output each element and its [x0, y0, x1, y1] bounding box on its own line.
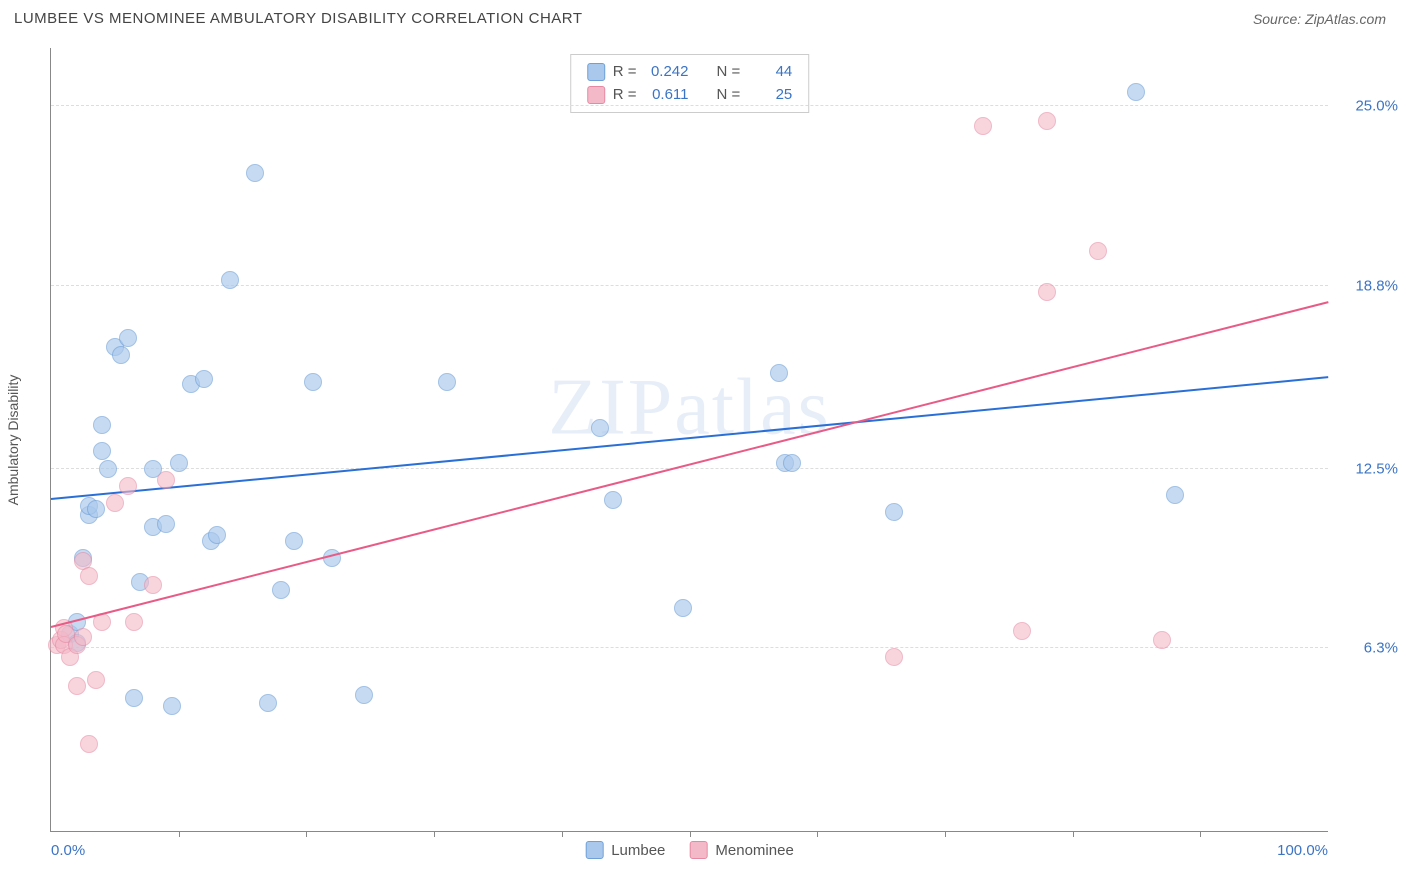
scatter-point [1038, 283, 1056, 301]
gridline [51, 105, 1328, 106]
legend-label: Menominee [715, 842, 793, 859]
stat-n-label: N = [717, 84, 741, 107]
scatter-point [885, 648, 903, 666]
y-tick-label: 18.8% [1338, 277, 1398, 294]
scatter-point [157, 471, 175, 489]
scatter-point [259, 694, 277, 712]
scatter-point [272, 581, 290, 599]
scatter-point [80, 735, 98, 753]
scatter-point [770, 364, 788, 382]
stat-n-value: 25 [748, 84, 792, 107]
y-axis-label: Ambulatory Disability [5, 374, 21, 505]
scatter-point [170, 454, 188, 472]
scatter-point [604, 491, 622, 509]
scatter-point [144, 576, 162, 594]
legend-swatch [689, 841, 707, 859]
legend-row: R = 0.611 N = 25 [587, 84, 793, 107]
gridline [51, 285, 1328, 286]
x-tick [817, 831, 818, 837]
scatter-point [87, 671, 105, 689]
stat-r-value: 0.611 [645, 84, 689, 107]
scatter-point [783, 454, 801, 472]
scatter-point [1089, 242, 1107, 260]
legend-label: Lumbee [611, 842, 665, 859]
stat-r-label: R = [613, 84, 637, 107]
scatter-point [304, 373, 322, 391]
legend-swatch [587, 86, 605, 104]
gridline [51, 468, 1328, 469]
source-attribution: Source: ZipAtlas.com [1253, 11, 1386, 27]
scatter-point [119, 477, 137, 495]
legend-swatch [587, 63, 605, 81]
correlation-chart: Ambulatory Disability ZIPatlas 0.0% 100.… [50, 48, 1328, 832]
scatter-point [87, 500, 105, 518]
scatter-point [125, 613, 143, 631]
legend-item: Menominee [689, 841, 793, 859]
scatter-point [106, 494, 124, 512]
x-tick [562, 831, 563, 837]
scatter-point [125, 689, 143, 707]
stat-n-label: N = [717, 61, 741, 84]
scatter-point [80, 567, 98, 585]
trend-line [51, 301, 1328, 628]
scatter-point [74, 628, 92, 646]
scatter-point [208, 526, 226, 544]
scatter-point [974, 117, 992, 135]
scatter-point [591, 419, 609, 437]
scatter-point [674, 599, 692, 617]
legend-swatch [585, 841, 603, 859]
series-legend: Lumbee Menominee [585, 841, 794, 859]
scatter-point [221, 271, 239, 289]
scatter-point [157, 515, 175, 533]
gridline [51, 647, 1328, 648]
scatter-point [1127, 83, 1145, 101]
scatter-point [438, 373, 456, 391]
page-title: LUMBEE VS MENOMINEE AMBULATORY DISABILIT… [14, 10, 583, 27]
trend-line [51, 377, 1328, 501]
scatter-point [93, 442, 111, 460]
scatter-point [1153, 631, 1171, 649]
x-tick [690, 831, 691, 837]
x-tick [179, 831, 180, 837]
scatter-point [68, 677, 86, 695]
x-axis-min-label: 0.0% [51, 842, 85, 859]
y-tick-label: 25.0% [1338, 98, 1398, 115]
scatter-point [112, 346, 130, 364]
x-tick [1073, 831, 1074, 837]
legend-row: R = 0.242 N = 44 [587, 61, 793, 84]
scatter-point [163, 697, 181, 715]
x-tick [945, 831, 946, 837]
scatter-point [285, 532, 303, 550]
legend-item: Lumbee [585, 841, 665, 859]
scatter-point [1166, 486, 1184, 504]
stat-r-label: R = [613, 61, 637, 84]
scatter-point [93, 416, 111, 434]
stat-r-value: 0.242 [645, 61, 689, 84]
y-tick-label: 6.3% [1338, 640, 1398, 657]
y-tick-label: 12.5% [1338, 460, 1398, 477]
scatter-point [99, 460, 117, 478]
scatter-point [885, 503, 903, 521]
x-tick [1200, 831, 1201, 837]
scatter-point [195, 370, 213, 388]
scatter-point [1013, 622, 1031, 640]
x-tick [306, 831, 307, 837]
scatter-point [119, 329, 137, 347]
x-tick [434, 831, 435, 837]
x-axis-max-label: 100.0% [1277, 842, 1328, 859]
stat-n-value: 44 [748, 61, 792, 84]
scatter-point [246, 164, 264, 182]
scatter-point [1038, 112, 1056, 130]
scatter-point [355, 686, 373, 704]
